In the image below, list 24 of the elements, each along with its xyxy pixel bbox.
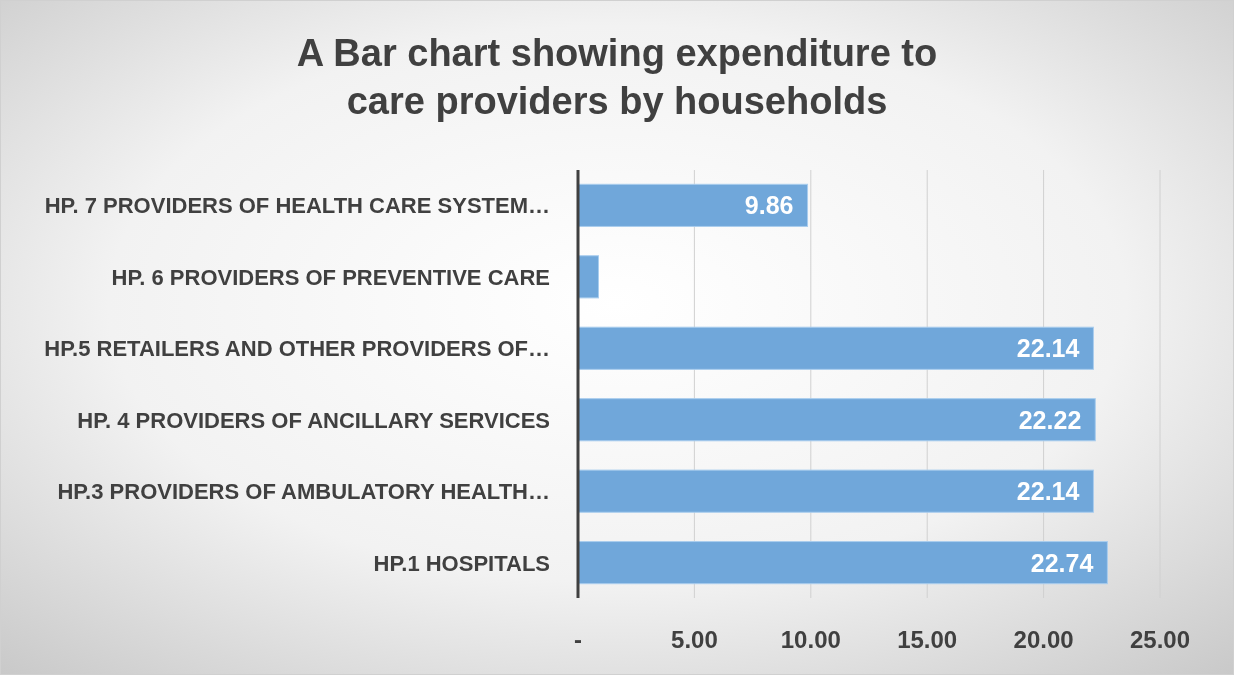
y-tick-label: HP.5 RETAILERS AND OTHER PROVIDERS OF… — [44, 336, 550, 362]
chart-title: A Bar chart showing expenditure to care providers by households — [296, 32, 938, 122]
bar — [577, 326, 1094, 370]
data-label: 22.14 — [1016, 334, 1080, 363]
y-tick-label: HP. 7 PROVIDERS OF HEALTH CARE SYSTEM… — [44, 193, 550, 219]
data-label: 9.86 — [744, 191, 794, 220]
data-label: 22.14 — [1016, 477, 1080, 506]
x-tick-label: 5.00 — [671, 626, 718, 653]
bar — [577, 541, 1108, 585]
y-tick-label: HP. 4 PROVIDERS OF ANCILLARY SERVICES — [77, 407, 550, 433]
bar — [577, 398, 1096, 442]
y-tick-label: HP.3 PROVIDERS OF AMBULATORY HEALTH… — [57, 479, 550, 505]
data-label: 22.22 — [1018, 405, 1082, 434]
data-label: 22.74 — [1030, 548, 1094, 577]
y-tick-label: HP. 6 PROVIDERS OF PREVENTIVE CARE — [111, 264, 550, 290]
bar — [577, 469, 1094, 513]
x-tick-label: 15.00 — [897, 626, 958, 653]
x-tick-label: - — [574, 626, 582, 653]
bar — [577, 183, 809, 227]
y-tick-label: HP.1 HOSPITALS — [373, 550, 550, 576]
x-tick-label: 20.00 — [1013, 626, 1074, 653]
x-tick-label: 25.00 — [1129, 626, 1191, 653]
x-tick-label: 10.00 — [780, 626, 841, 653]
bar — [577, 255, 599, 299]
